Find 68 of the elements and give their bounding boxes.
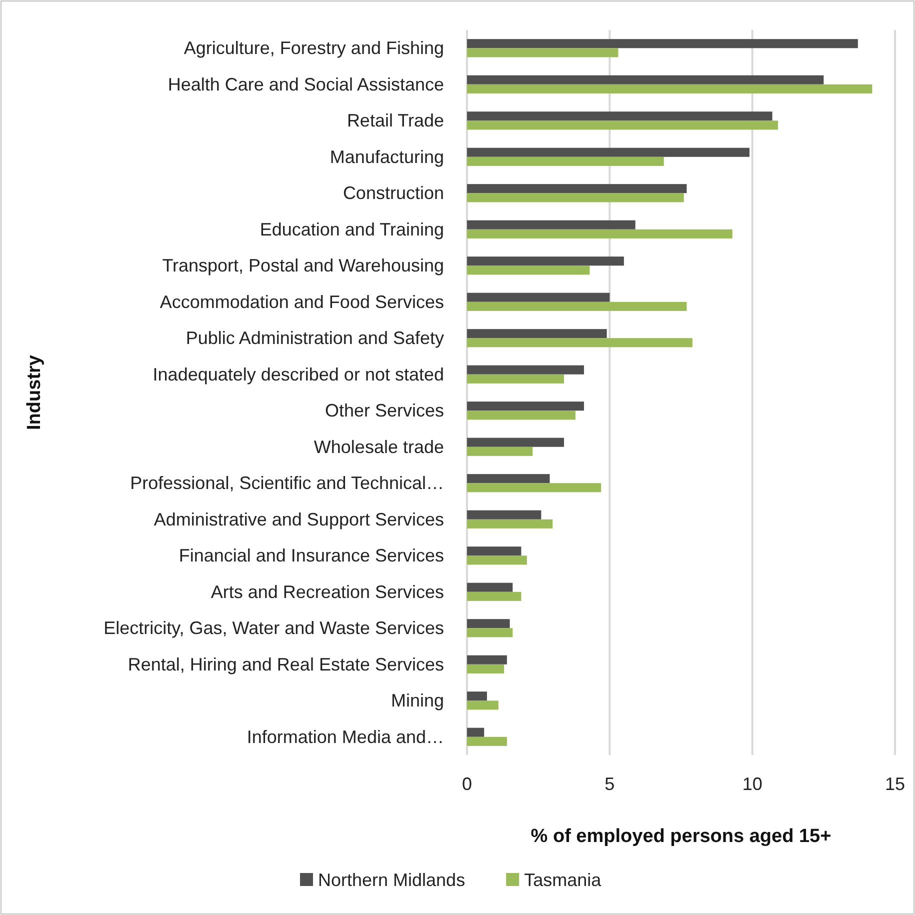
bar	[467, 365, 584, 374]
bar	[467, 510, 542, 520]
bar	[467, 193, 684, 202]
y-tick-label: Inadequately described or not stated	[152, 364, 444, 384]
y-tick-label: Public Administration and Safety	[186, 328, 444, 348]
bar	[467, 655, 507, 664]
y-tick-label: Retail Trade	[346, 110, 444, 131]
bar	[467, 438, 564, 447]
bar	[467, 39, 858, 48]
bar	[467, 48, 618, 58]
y-tick-label: Information Media and…	[246, 726, 444, 747]
y-tick-label: Education and Training	[260, 219, 444, 240]
y-tick-label: Manufacturing	[330, 146, 444, 167]
x-tick-label: 5	[604, 774, 615, 794]
y-tick-label: Wholesale trade	[314, 436, 444, 457]
x-tick-label: 15	[884, 774, 906, 794]
bar	[467, 582, 513, 592]
y-tick-label: Accommodation and Food Services	[160, 292, 444, 312]
bar	[467, 692, 487, 701]
bar	[467, 619, 510, 628]
bar	[467, 256, 624, 266]
bar	[467, 736, 507, 746]
y-tick-label: Other Services	[324, 400, 444, 421]
bar	[467, 302, 687, 311]
bar	[467, 156, 664, 166]
bar	[467, 112, 772, 121]
bar	[467, 700, 498, 710]
bar	[467, 75, 824, 84]
bar	[467, 592, 522, 601]
bar	[467, 120, 778, 130]
bar	[467, 184, 687, 194]
y-tick-label: Agriculture, Forestry and Fishing	[184, 38, 444, 58]
bar	[467, 220, 636, 230]
bar	[467, 664, 504, 674]
y-tick-label: Health Care and Social Assistance	[168, 74, 444, 94]
legend-label: Tasmania	[524, 870, 602, 890]
bar	[467, 229, 732, 238]
legend-label: Northern Midlands	[318, 870, 466, 890]
y-tick-label: Electricity, Gas, Water and Waste Services	[104, 618, 444, 638]
y-tick-label: Arts and Recreation Services	[210, 582, 444, 602]
bar	[467, 329, 607, 338]
x-axis-title: % of employed persons aged 15+	[530, 826, 832, 847]
y-axis-title: Industry	[24, 354, 45, 430]
bar	[467, 556, 527, 565]
y-tick-label: Rental, Hiring and Real Estate Services	[128, 654, 444, 674]
x-tick-label: 10	[742, 774, 762, 794]
bar	[467, 483, 602, 492]
x-tick-label: 0	[462, 774, 472, 794]
y-tick-label: Construction	[342, 183, 444, 204]
bar	[467, 519, 553, 528]
bar	[467, 628, 513, 638]
bar	[467, 374, 564, 384]
y-tick-label: Transport, Postal and Warehousing	[162, 256, 444, 276]
y-tick-label: Financial and Insurance Services	[178, 546, 444, 566]
y-tick-label: Administrative and Support Services	[154, 509, 444, 530]
bar	[467, 410, 576, 420]
bar	[467, 266, 590, 275]
bar	[467, 148, 750, 157]
y-tick-label: Professional, Scientific and Technical…	[130, 473, 444, 494]
bar	[467, 728, 484, 737]
bar	[467, 474, 550, 484]
bar	[467, 84, 872, 94]
bar	[467, 402, 584, 411]
bar	[467, 546, 522, 556]
y-tick-label: Mining	[390, 690, 444, 711]
bar	[467, 292, 610, 302]
bar	[467, 338, 692, 348]
bar	[467, 446, 533, 456]
